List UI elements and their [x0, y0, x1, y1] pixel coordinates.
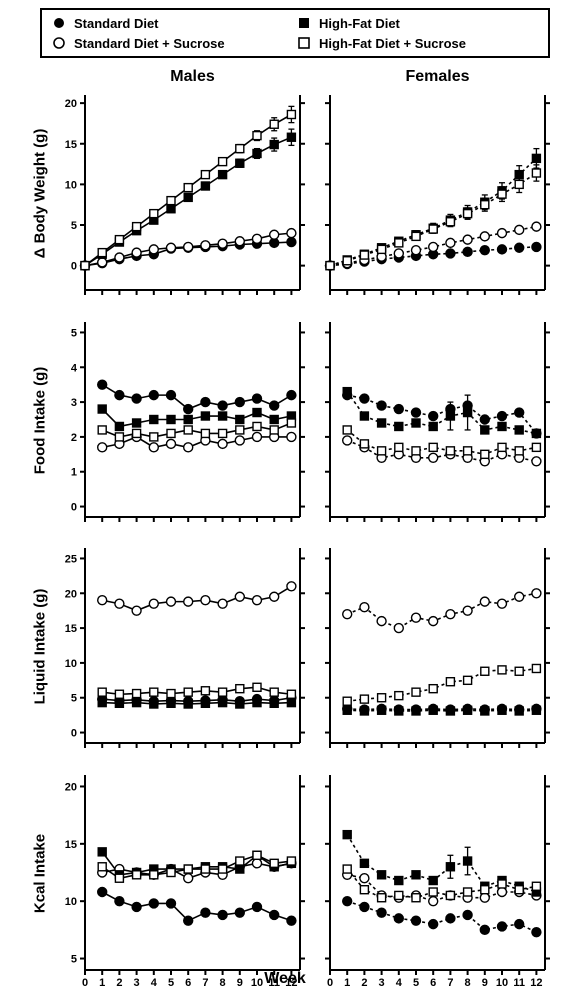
svg-text:2: 2 [71, 432, 77, 444]
chart-svg: 0510152001234505101520255101520012345678… [0, 0, 570, 998]
xlabel: Week [0, 970, 570, 988]
svg-text:20: 20 [65, 781, 77, 793]
svg-text:1: 1 [71, 467, 77, 479]
svg-text:5: 5 [71, 327, 77, 339]
ylabel-liquid-intake: Liquid Intake (g) [32, 562, 49, 732]
svg-text:5: 5 [71, 693, 77, 705]
column-titles: Males Females [0, 68, 570, 86]
svg-text:25: 25 [65, 553, 77, 565]
svg-text:0: 0 [71, 502, 77, 514]
square-filled-icon [295, 16, 313, 30]
svg-text:10: 10 [65, 896, 77, 908]
legend-label: High-Fat Diet + Sucrose [319, 36, 466, 51]
svg-text:15: 15 [65, 839, 77, 851]
circle-open-icon [50, 36, 68, 50]
svg-text:0: 0 [71, 728, 77, 740]
legend-item-std-suc: Standard Diet + Sucrose [50, 36, 295, 51]
legend-item-hf: High-Fat Diet [295, 16, 540, 31]
svg-text:5: 5 [71, 220, 77, 232]
svg-text:10: 10 [65, 179, 77, 191]
ylabel-body-weight: Δ Body Weight (g) [32, 104, 49, 284]
legend-item-hf-suc: High-Fat Diet + Sucrose [295, 36, 540, 51]
svg-text:20: 20 [65, 98, 77, 110]
svg-text:0: 0 [71, 261, 77, 273]
svg-text:5: 5 [71, 954, 77, 966]
ylabel-kcal-intake: Kcal Intake [32, 804, 49, 944]
svg-text:15: 15 [65, 623, 77, 635]
svg-text:20: 20 [65, 588, 77, 600]
svg-text:3: 3 [71, 397, 77, 409]
circle-filled-icon [50, 16, 68, 30]
svg-text:15: 15 [65, 139, 77, 151]
legend-item-std: Standard Diet [50, 16, 295, 31]
square-open-icon [295, 36, 313, 50]
figure-container: Standard Diet High-Fat Diet Standard Die… [0, 0, 570, 998]
svg-text:4: 4 [71, 362, 78, 374]
ylabel-food-intake: Food Intake (g) [32, 341, 49, 501]
legend: Standard Diet High-Fat Diet Standard Die… [40, 8, 550, 58]
column-title-females: Females [330, 68, 545, 86]
legend-label: Standard Diet [74, 16, 159, 31]
svg-text:10: 10 [65, 658, 77, 670]
column-title-males: Males [85, 68, 300, 86]
legend-label: Standard Diet + Sucrose [74, 36, 225, 51]
legend-label: High-Fat Diet [319, 16, 400, 31]
